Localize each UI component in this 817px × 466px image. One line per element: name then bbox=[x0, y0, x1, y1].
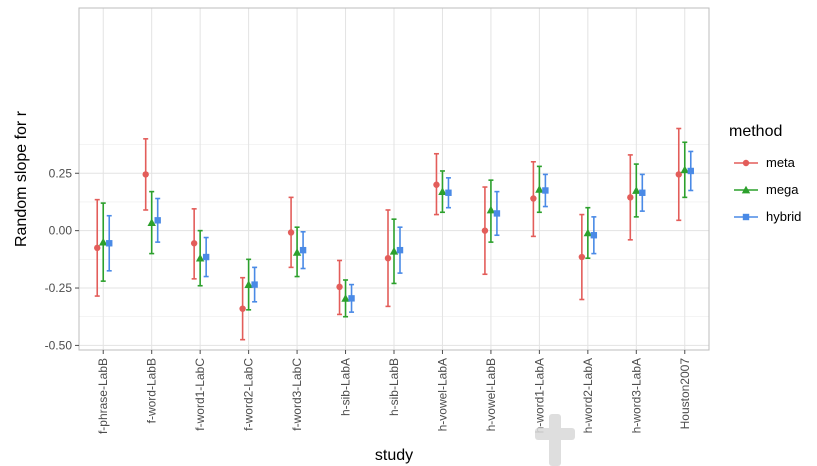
x-tick-label: Houston2007 bbox=[678, 358, 692, 430]
x-tick-label: h-vowel-LabA bbox=[435, 358, 449, 431]
series-hybrid bbox=[106, 150, 694, 313]
point-meta bbox=[142, 171, 149, 178]
legend-label: hybrid bbox=[766, 209, 801, 224]
point-meta bbox=[578, 253, 586, 261]
legend-item-meta: meta bbox=[734, 155, 796, 170]
point-mega bbox=[486, 205, 496, 214]
point-meta bbox=[481, 227, 489, 234]
point-mega bbox=[341, 294, 350, 302]
legend-item-hybrid: hybrid bbox=[734, 209, 801, 224]
legend-label: meta bbox=[766, 155, 796, 170]
x-tick-label: h-sib-LabB bbox=[387, 358, 401, 416]
point-hybrid bbox=[251, 281, 258, 288]
point-hybrid bbox=[396, 246, 404, 254]
series-meta bbox=[94, 127, 682, 341]
point-meta bbox=[287, 229, 295, 236]
legend-key-marker bbox=[741, 185, 751, 194]
y-tick-label: 0.25 bbox=[49, 166, 73, 180]
y-tick-label: 0.00 bbox=[49, 224, 73, 238]
x-axis-title: study bbox=[375, 447, 413, 464]
point-meta bbox=[336, 283, 343, 291]
y-tick-label: -0.50 bbox=[45, 338, 73, 352]
x-tick-label: h-word1-LabA bbox=[532, 358, 546, 433]
point-meta bbox=[433, 181, 440, 188]
x-tick-label: f-phrase-LabB bbox=[96, 358, 110, 434]
chart-marks bbox=[94, 127, 694, 341]
point-hybrid bbox=[639, 189, 646, 196]
point-mega bbox=[389, 247, 399, 255]
point-hybrid bbox=[542, 187, 549, 194]
legend-key-marker bbox=[742, 213, 750, 221]
point-hybrid bbox=[687, 167, 694, 175]
point-hybrid bbox=[445, 189, 452, 196]
x-tick-label: h-vowel-LabB bbox=[484, 358, 498, 431]
point-hybrid bbox=[348, 295, 355, 302]
point-mega bbox=[147, 218, 156, 226]
series-mega bbox=[99, 141, 689, 318]
point-mega bbox=[680, 165, 689, 174]
legend-title: method bbox=[729, 123, 782, 140]
point-meta bbox=[190, 240, 198, 247]
y-axis-ticks: -0.50 -0.25 0.00 0.25 bbox=[45, 166, 79, 352]
point-meta bbox=[94, 244, 101, 252]
point-mega bbox=[99, 237, 108, 246]
point-meta bbox=[384, 254, 392, 262]
x-tick-label: h-word2-LabA bbox=[581, 358, 595, 433]
x-tick-label: f-word1-LabC bbox=[193, 358, 207, 431]
point-hybrid bbox=[154, 217, 161, 224]
x-tick-label: h-word3-LabA bbox=[629, 358, 643, 433]
point-meta bbox=[627, 194, 634, 201]
legend-label: mega bbox=[766, 182, 799, 197]
x-tick-label: h-sib-LabA bbox=[339, 358, 353, 416]
x-tick-label: f-word-LabB bbox=[145, 358, 159, 423]
y-tick-label: -0.25 bbox=[45, 281, 73, 295]
point-meta bbox=[675, 171, 682, 178]
point-mega bbox=[292, 248, 302, 256]
point-mega bbox=[195, 253, 205, 262]
cross-watermark-icon bbox=[535, 414, 575, 466]
point-mega bbox=[438, 187, 447, 195]
point-mega bbox=[632, 186, 641, 194]
point-hybrid bbox=[202, 253, 210, 261]
point-mega bbox=[583, 228, 593, 237]
point-mega bbox=[535, 185, 544, 193]
y-axis-title: Random slope for r bbox=[13, 110, 30, 247]
point-meta bbox=[530, 195, 537, 202]
x-tick-label: f-word2-LabC bbox=[242, 358, 256, 431]
point-hybrid bbox=[590, 232, 598, 239]
point-hybrid bbox=[106, 240, 113, 247]
point-mega bbox=[244, 280, 253, 288]
legend-item-mega: mega bbox=[734, 182, 799, 197]
point-meta bbox=[239, 305, 246, 312]
point-hybrid bbox=[493, 210, 501, 217]
legend: method meta mega hybrid bbox=[729, 123, 801, 224]
point-hybrid bbox=[299, 246, 307, 254]
x-tick-label: f-word3-LabC bbox=[290, 358, 304, 431]
legend-key-marker bbox=[742, 159, 750, 167]
x-axis-ticks: f-phrase-LabB f-word-LabB f-word1-LabC f-wo… bbox=[96, 350, 692, 434]
